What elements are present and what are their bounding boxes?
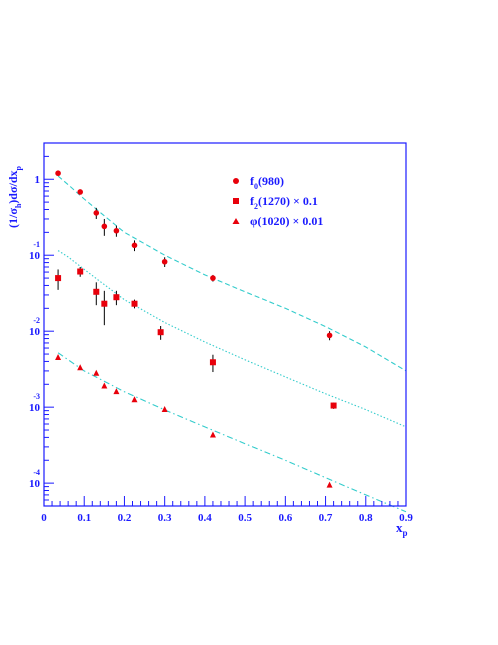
point-s0-7 [210, 274, 216, 282]
legend-label-f2: f2(1270) × 0.1 [250, 194, 318, 211]
y-tick-exp-1: -1 [33, 240, 40, 249]
x-axis-title: xp [396, 520, 408, 538]
legend-marker-f2 [233, 198, 239, 204]
x-tick-label-2: 0.2 [118, 512, 132, 524]
y-tick-exp-2: -2 [33, 316, 40, 325]
point-s1-1 [77, 266, 84, 277]
point-s1-6 [157, 326, 164, 340]
x-tick-label-5: 0.5 [238, 512, 252, 524]
point-s0-8 [326, 331, 333, 341]
point-s0-3 [101, 218, 108, 236]
legend-marker-phi [232, 218, 240, 224]
point-s2-5 [131, 396, 138, 403]
y-axis: 110-110-210-310-4 [29, 142, 54, 507]
curve-1 [57, 250, 407, 428]
point-s2-7 [209, 431, 216, 438]
y-tick-label-1: 10 [29, 250, 41, 262]
y-tick-label-2: 10 [29, 326, 41, 338]
point-s0-0 [55, 170, 61, 177]
point-s2-1 [77, 364, 84, 371]
legend: f0(980) f2(1270) × 0.1 φ(1020) × 0.01 [232, 174, 323, 228]
point-s1-4 [113, 290, 120, 306]
y-tick-label-3: 10 [29, 402, 41, 414]
x-tick-label-0: 0 [41, 512, 47, 524]
x-tick-label-6: 0.6 [278, 512, 292, 524]
legend-label-f0: f0(980) [250, 174, 284, 191]
y-tick-exp-4: -4 [33, 468, 40, 477]
curve-0 [57, 175, 407, 372]
y-axis-title: (1/σh)dσ/dxp [6, 165, 23, 228]
y-tick-label-4: 10 [29, 478, 41, 490]
point-s1-7 [209, 354, 216, 373]
data-points [55, 170, 337, 488]
y-tick-label-0: 1 [35, 174, 41, 186]
legend-marker-f0 [233, 178, 239, 184]
point-s1-3 [101, 290, 108, 326]
x-tick-label-9: 0.9 [399, 512, 413, 524]
point-s0-4 [113, 225, 120, 237]
x-tick-label-3: 0.3 [158, 512, 172, 524]
point-s0-1 [77, 189, 83, 195]
y-tick-exp-3: -3 [33, 392, 40, 401]
point-s0-6 [161, 257, 168, 267]
x-tick-label-8: 0.8 [359, 512, 373, 524]
point-s2-0 [55, 354, 62, 361]
x-tick-label-1: 0.1 [77, 512, 91, 524]
plot-frame [43, 142, 407, 507]
x-tick-label-4: 0.4 [198, 512, 212, 524]
point-s2-3 [101, 382, 108, 389]
point-s2-4 [113, 388, 120, 395]
point-s1-8 [330, 402, 337, 409]
point-s0-5 [131, 240, 138, 252]
point-s1-2 [93, 282, 100, 306]
theory-curves [57, 175, 407, 513]
point-s2-6 [161, 406, 168, 413]
legend-label-phi: φ(1020) × 0.01 [250, 214, 323, 228]
curve-2 [57, 352, 407, 513]
point-s0-2 [93, 207, 100, 219]
point-s1-5 [131, 299, 138, 309]
point-s2-8 [326, 481, 333, 488]
point-s2-2 [93, 369, 100, 376]
point-s1-0 [55, 269, 62, 290]
x-axis: 0 0.1 0.2 0.3 0.4 0.5 0.6 0.7 0.8 0.9 [41, 496, 413, 524]
x-tick-label-7: 0.7 [319, 512, 333, 524]
